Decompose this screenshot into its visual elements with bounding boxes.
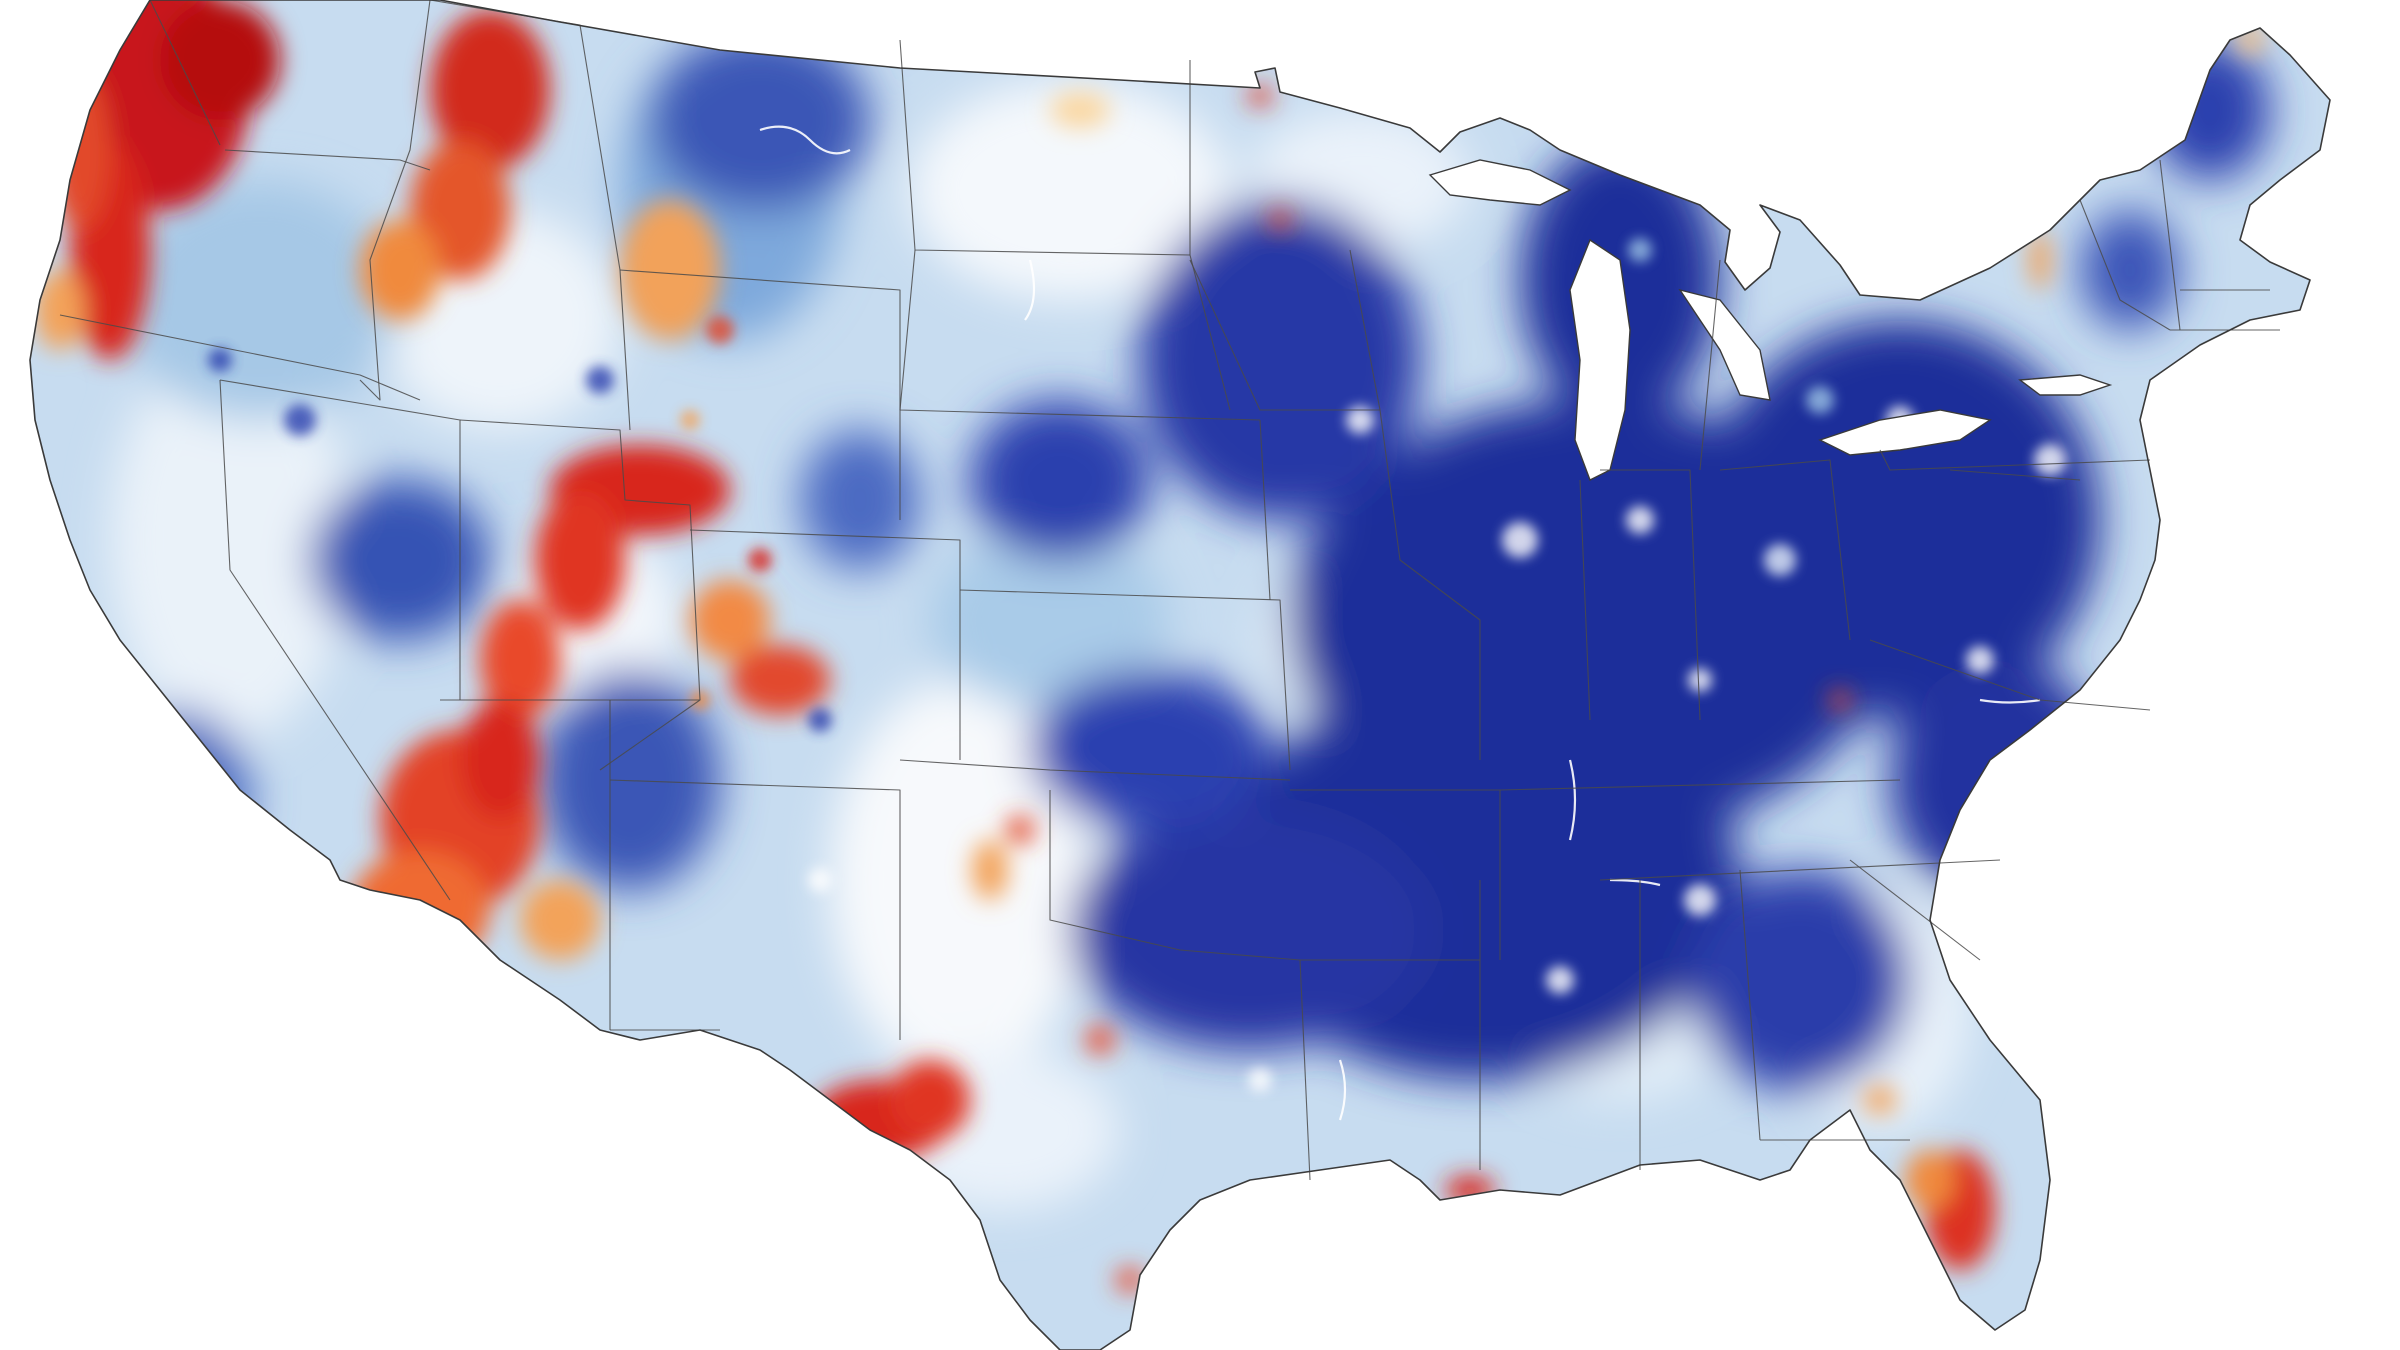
great-lakes <box>1428 159 2113 481</box>
rivers <box>759 125 2041 1121</box>
